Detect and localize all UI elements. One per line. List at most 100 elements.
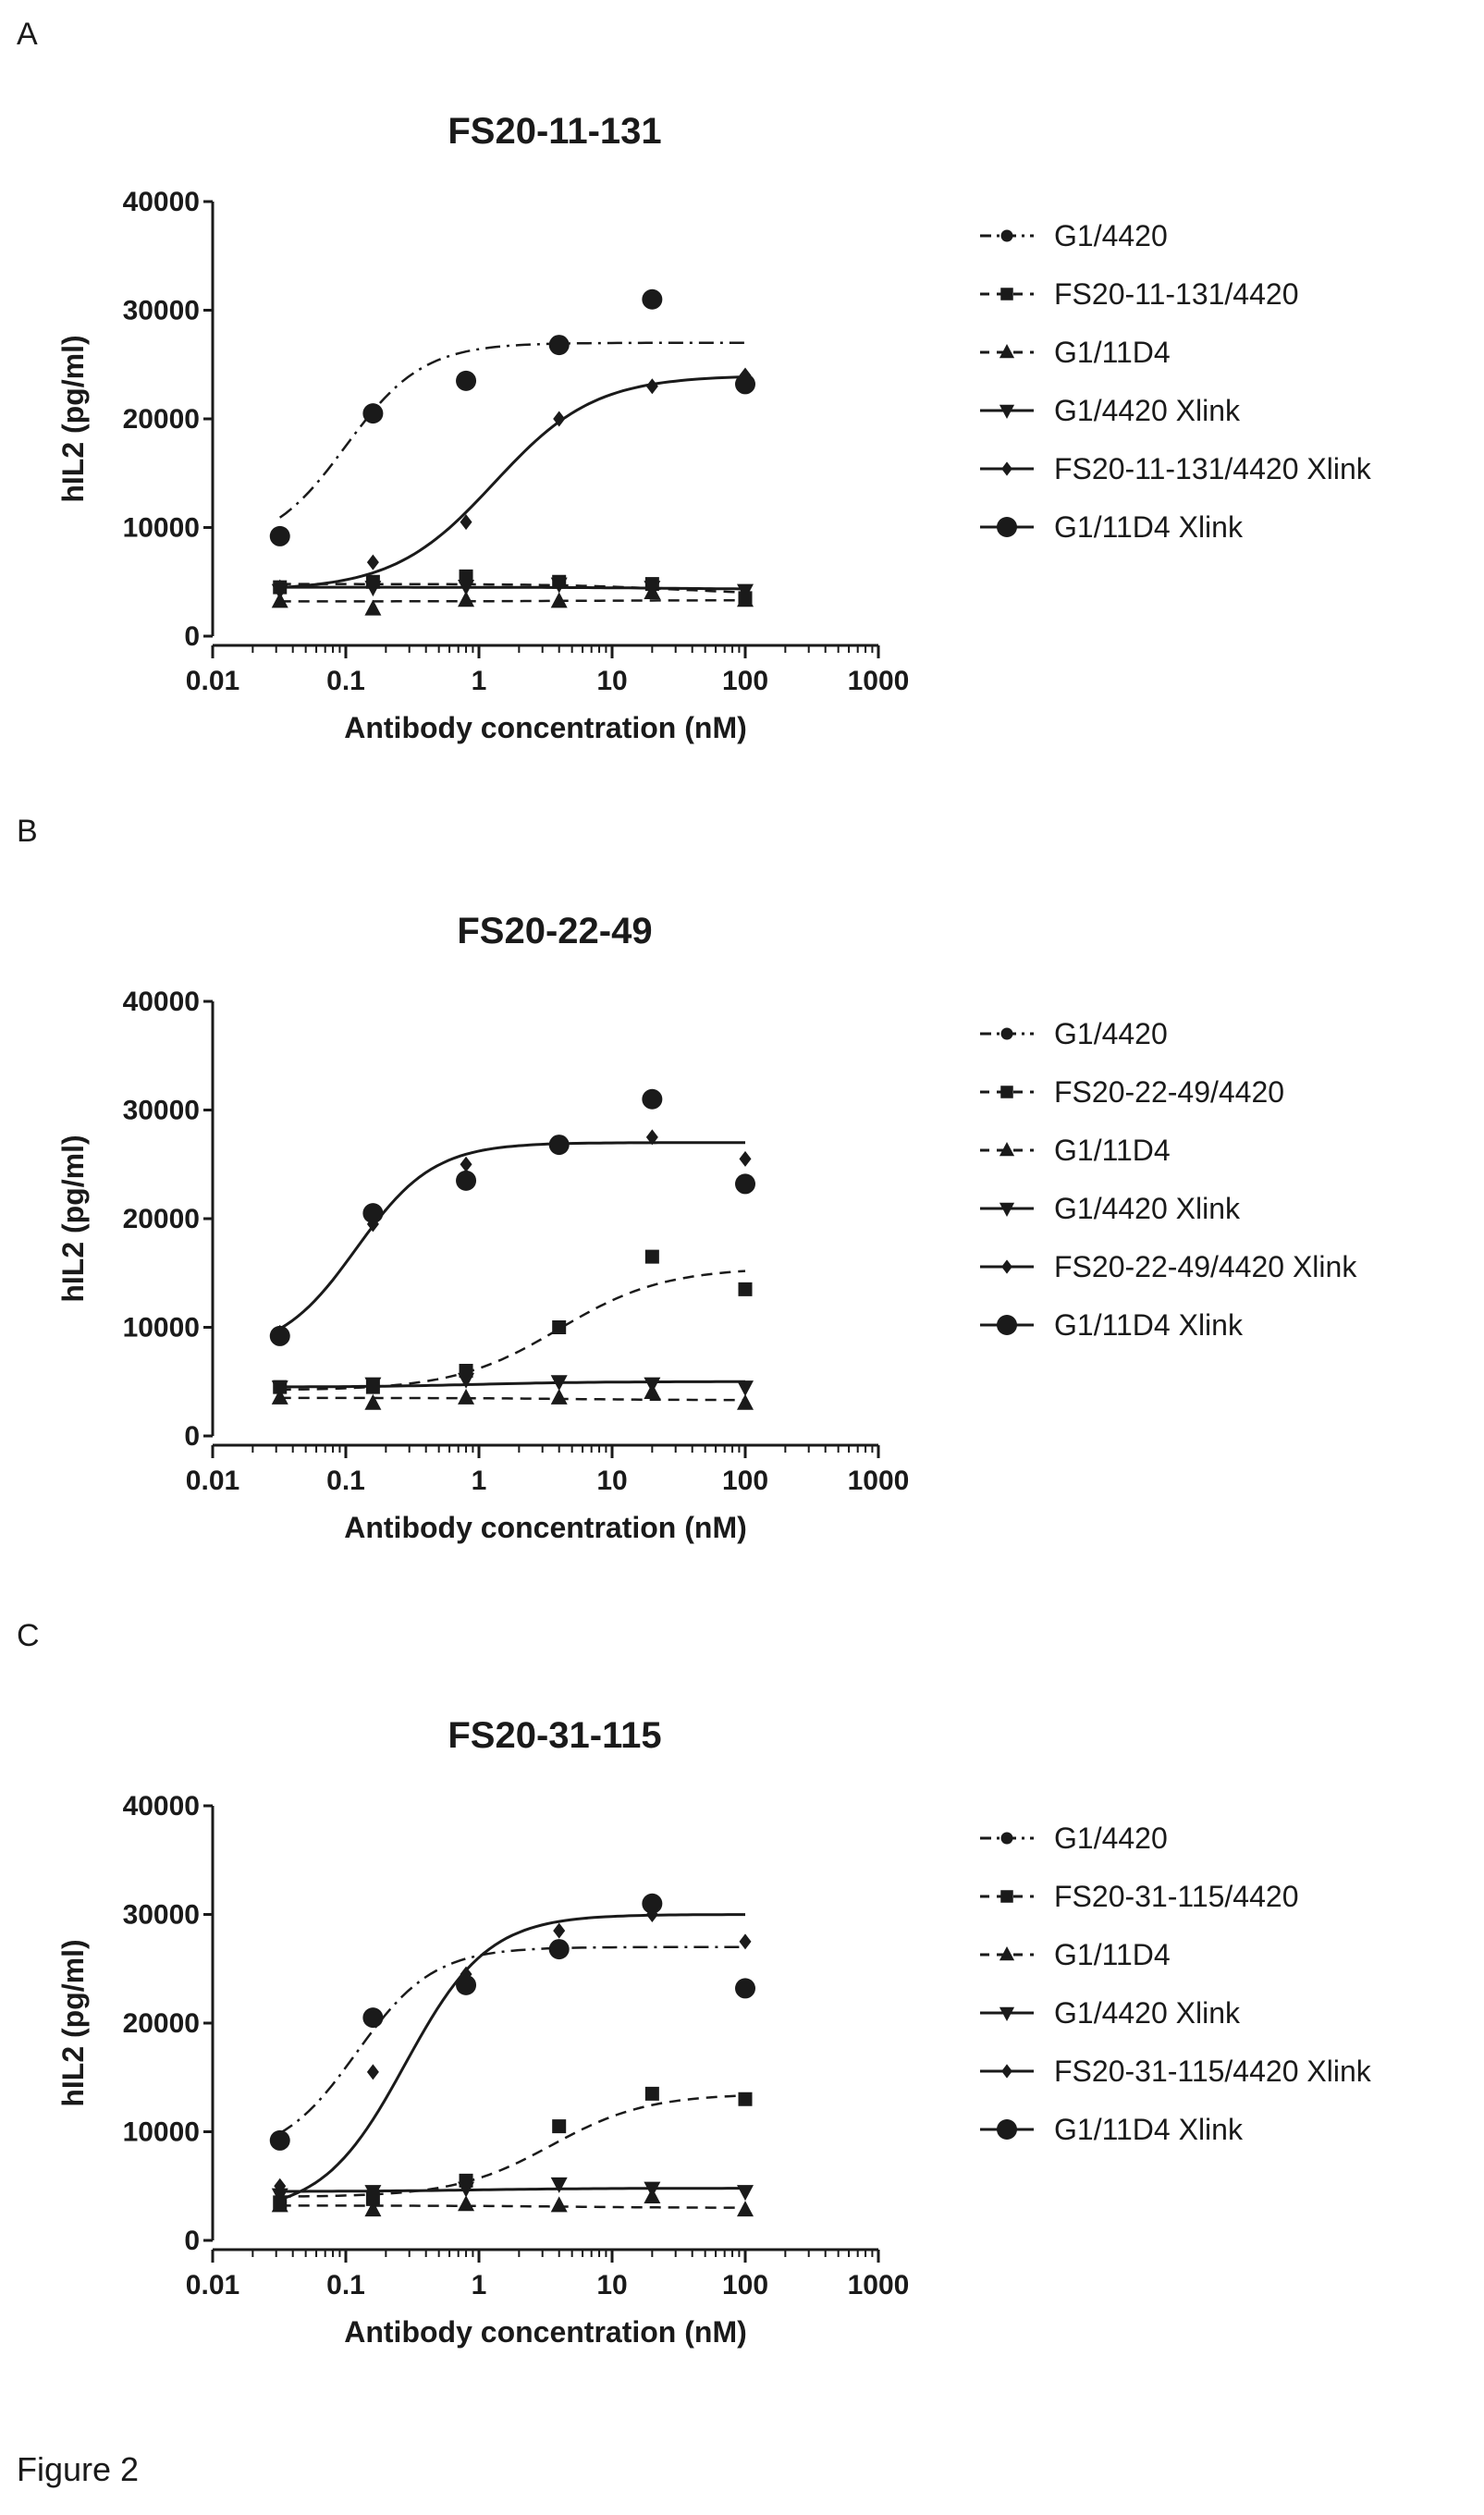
legend-marker <box>1000 1832 1013 1845</box>
y-tick-label: 0 <box>184 621 200 652</box>
data-point <box>456 1974 477 1995</box>
data-point <box>738 1282 753 1296</box>
chart-3: 0 10000 20000 30000 40000 0.01 0.1 1 10 100 1000 An… <box>56 1791 1372 2349</box>
data-point <box>458 2181 475 2198</box>
data-point <box>460 514 472 531</box>
y-tick-label: 20000 <box>123 404 200 435</box>
data-point <box>458 1388 475 1405</box>
series-5 <box>274 1907 752 2202</box>
data-point <box>553 1922 566 1939</box>
y-tick-label: 30000 <box>123 296 200 326</box>
data-point <box>550 2177 568 2193</box>
chart-title-b: FS20-22-49 <box>457 911 653 951</box>
legend-marker <box>997 517 1017 537</box>
fit-curve <box>278 341 745 519</box>
fit-curve <box>279 1913 745 2202</box>
x-axis-label: Antibody concentration (nM) <box>344 711 747 744</box>
legend-marker <box>997 2119 1017 2140</box>
data-point <box>739 1933 752 1950</box>
data-point <box>362 403 384 424</box>
fit-curve <box>279 585 745 591</box>
x-tick-label: 1000 <box>848 1466 910 1496</box>
legend-label: G1/4420 Xlink <box>1054 1996 1241 2030</box>
legend-marker <box>1000 1027 1013 1040</box>
legend-marker <box>1000 288 1013 301</box>
legend-entry: G1/4420 <box>980 1822 1168 1855</box>
data-point <box>548 1939 570 1960</box>
legend-entry: G1/4420 <box>980 1017 1168 1050</box>
series-1 <box>273 1092 753 1343</box>
data-point <box>364 2185 382 2202</box>
legend-label: FS20-31-115/4420 <box>1054 1880 1298 1913</box>
fit-curve <box>279 583 746 594</box>
legend-marker <box>1000 1890 1013 1903</box>
x-tick-label: 1 <box>472 2270 487 2300</box>
legend-label: G1/4420 <box>1054 1017 1168 1050</box>
data-point <box>642 1088 663 1110</box>
data-point <box>550 1375 568 1392</box>
legend-entry: G1/11D4 <box>980 1134 1171 1167</box>
data-point <box>645 1129 658 1146</box>
data-point <box>737 583 754 600</box>
y-tick-label: 10000 <box>123 1313 200 1343</box>
fit-curve <box>279 375 746 589</box>
y-axis-label: hIL2 (pg/ml) <box>56 335 90 502</box>
legend-entry: FS20-22-49/4420 <box>980 1075 1284 1109</box>
legend-label: G1/11D4 Xlink <box>1054 510 1244 544</box>
series-4 <box>271 1372 754 1397</box>
fit-curve <box>279 2204 745 2209</box>
data-point <box>460 1156 472 1172</box>
chart-2: 0 10000 20000 30000 40000 0.01 0.1 1 10 100 1000 An… <box>56 987 1357 1544</box>
data-point <box>364 1393 382 1410</box>
data-point <box>548 335 570 356</box>
data-point <box>362 1203 384 1224</box>
data-point <box>739 1150 752 1167</box>
y-tick-label: 20000 <box>123 1204 200 1234</box>
series-2 <box>273 1249 753 1394</box>
legend-label: FS20-31-115/4420 Xlink <box>1054 2055 1372 2088</box>
fit-curve <box>279 1945 745 2135</box>
x-axis-label: Antibody concentration (nM) <box>344 2315 747 2349</box>
legend-label: G1/11D4 <box>1054 1938 1171 1971</box>
data-point <box>550 592 568 608</box>
data-point <box>548 1135 570 1156</box>
data-point <box>274 2178 287 2194</box>
legend-label: FS20-11-131/4420 Xlink <box>1054 452 1372 485</box>
legend-label: G1/11D4 <box>1054 336 1171 369</box>
data-point <box>735 374 755 395</box>
fit-curve <box>279 1396 745 1402</box>
series-6 <box>269 1893 755 2151</box>
data-point <box>364 1377 382 1393</box>
x-tick-label: 100 <box>722 666 768 696</box>
data-point <box>456 1170 477 1191</box>
legend-entry: FS20-31-115/4420 Xlink <box>980 2055 1372 2088</box>
fit-curve <box>279 2187 745 2193</box>
panel-letter-c: C <box>17 1618 40 1653</box>
legend-entry: G1/4420 <box>980 219 1168 252</box>
data-point <box>645 378 658 395</box>
data-point <box>737 2185 754 2202</box>
fit-curve <box>279 1141 745 1331</box>
y-tick-label: 0 <box>184 1421 200 1452</box>
data-point <box>271 2196 288 2213</box>
fit-curve <box>279 1270 746 1392</box>
panel-letter-a: A <box>17 17 38 52</box>
fit-curve <box>279 2094 746 2198</box>
panel-letter-b: B <box>17 814 38 849</box>
x-tick-label: 0.1 <box>326 2270 365 2300</box>
legend-entry: FS20-22-49/4420 Xlink <box>980 1250 1357 1283</box>
x-tick-label: 100 <box>722 2270 768 2300</box>
data-point <box>644 2086 659 2101</box>
legend-label: G1/11D4 <box>1054 1134 1171 1167</box>
legend-entry: G1/4420 Xlink <box>980 1192 1241 1225</box>
x-tick-label: 10 <box>596 1466 627 1496</box>
legend-entry: G1/11D4 <box>980 1938 1171 1971</box>
legend-entry: FS20-31-115/4420 <box>980 1880 1298 1913</box>
data-point <box>550 2196 568 2213</box>
legend-marker <box>1001 2064 1012 2079</box>
legend-entry: G1/11D4 Xlink <box>980 510 1244 544</box>
y-tick-label: 40000 <box>123 1791 200 1822</box>
data-point <box>642 1893 663 1914</box>
x-tick-label: 1 <box>472 1466 487 1496</box>
